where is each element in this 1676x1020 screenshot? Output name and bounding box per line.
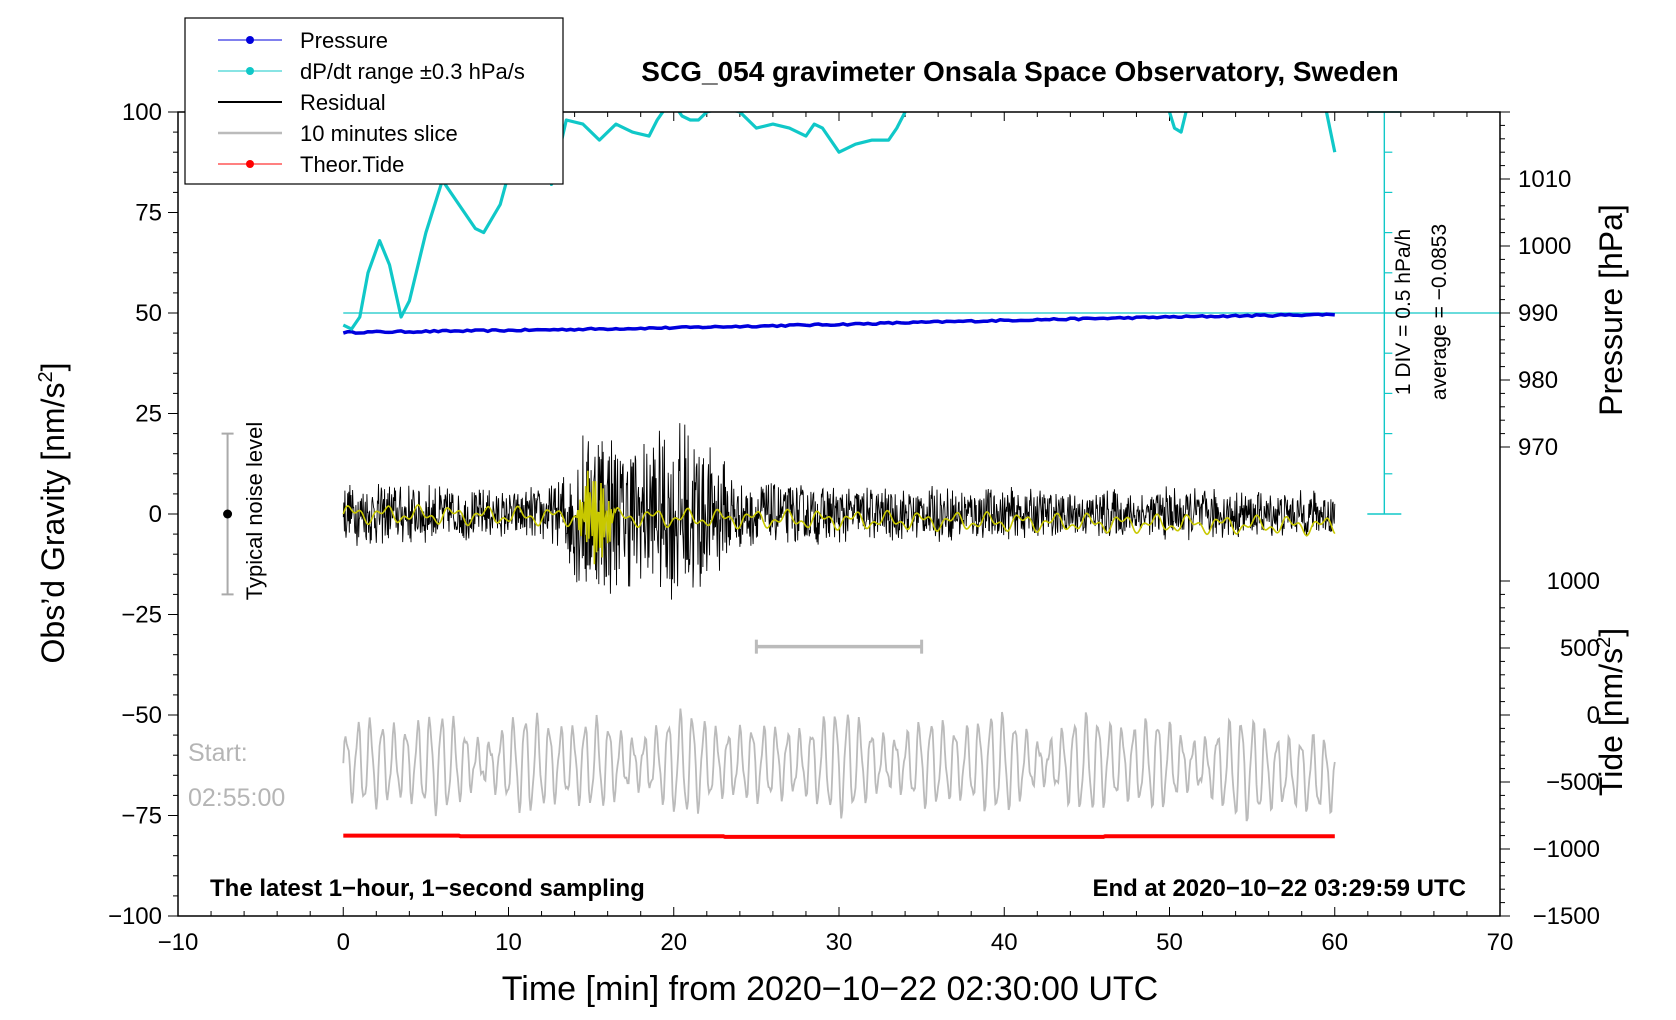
legend-dpdt-marker: [246, 67, 254, 75]
series-dpdt-line: [342, 112, 1337, 331]
footer-right-label: End at 2020−10−22 03:29:59 UTC: [1092, 875, 1466, 902]
tide-tick-label: 500: [1560, 635, 1600, 662]
x-tick-label: 70: [1487, 929, 1514, 956]
x-tick-label: 0: [337, 929, 350, 956]
y-axis-title-left-main: Obs’d Gravity [nm/s: [35, 383, 71, 664]
y-tick-label: 25: [135, 401, 162, 428]
x-tick-label: 50: [1156, 929, 1183, 956]
pressure-tick-label: 970: [1518, 434, 1558, 461]
pressure-tick-label: 980: [1518, 367, 1558, 394]
y-tick-label: 0: [149, 501, 162, 528]
x-tick-label: 60: [1321, 929, 1348, 956]
y-axis-title-left-end: ]: [35, 363, 71, 372]
x-tick-label: −10: [158, 929, 199, 956]
y-axis-title-tide: Tide [nm/s2]: [1593, 628, 1629, 796]
legend: Pressure dP/dt range ±0.3 hPa/s Residual…: [184, 17, 564, 185]
legend-slice-label: 10 minutes slice: [300, 121, 458, 146]
average-label: average = −0.0853: [1428, 224, 1451, 400]
legend-dpdt-label: dP/dt range ±0.3 hPa/s: [300, 59, 525, 84]
legend-pressure-label: Pressure: [300, 28, 388, 53]
y-axis-title-pressure: Pressure [hPa]: [1593, 204, 1629, 416]
tide-tick-label: −1500: [1533, 903, 1600, 930]
y-tick-label: −100: [108, 903, 162, 930]
footer-left-label: The latest 1−hour, 1−second sampling: [210, 875, 645, 902]
y-axis-title-tide-main: Tide [nm/s: [1593, 648, 1629, 796]
tide-tick-label: 1000: [1547, 568, 1600, 595]
start-label: Start:: [188, 739, 248, 767]
pressure-tick-label: 990: [1518, 300, 1558, 327]
legend-tide-marker: [246, 160, 254, 168]
series-residual-smoothed-line: [342, 470, 1336, 565]
plot-area: −10 0 10 20 30 40 50 60 701007550250−25−50−75−10…: [108, 99, 1600, 956]
noise-level-label: Typical noise level: [242, 422, 267, 601]
y-tick-label: −50: [121, 702, 162, 729]
x-axis-title: Time [min] from 2020−10−22 02:30:00 UTC: [502, 970, 1158, 1008]
series-tide-line: [343, 833, 1335, 839]
y-axis-title-tide-end: ]: [1593, 628, 1629, 637]
y-axis-title-left: Obs’d Gravity [nm/s2]: [35, 363, 71, 664]
div-label: 1 DIV = 0.5 hPa/h: [1392, 229, 1415, 395]
legend-tide-label: Theor.Tide: [300, 152, 404, 177]
x-tick-label: 30: [826, 929, 853, 956]
pressure-tick-label: 1000: [1518, 233, 1571, 260]
pressure-tick-label: 1010: [1518, 166, 1571, 193]
x-tick-label: 40: [991, 929, 1018, 956]
legend-pressure-marker: [246, 36, 254, 44]
y-tick-label: 50: [135, 300, 162, 327]
x-tick-label: 20: [660, 929, 687, 956]
legend-residual-label: Residual: [300, 90, 386, 115]
y-tick-label: −75: [121, 803, 162, 830]
y-tick-label: 75: [135, 200, 162, 227]
start-time-label: 02:55:00: [188, 784, 285, 812]
plot-frame: [177, 111, 1501, 917]
y-axis-title-left-sup: 2: [35, 371, 57, 382]
series-residual-line: [342, 423, 1336, 600]
y-tick-label: −25: [121, 602, 162, 629]
tide-tick-label: −500: [1546, 769, 1600, 796]
series-pressure-line: [342, 312, 1335, 335]
tide-tick-label: −1000: [1533, 836, 1600, 863]
y-tick-label: 100: [122, 99, 162, 126]
tide-tick-label: 0: [1587, 702, 1600, 729]
chart-title: SCG_054 gravimeter Onsala Space Observat…: [641, 56, 1398, 87]
x-tick-label: 10: [495, 929, 522, 956]
y-axis-title-tide-sup: 2: [1593, 637, 1615, 648]
noise-level-dot: [223, 509, 233, 519]
series-slice-line: [342, 708, 1336, 822]
